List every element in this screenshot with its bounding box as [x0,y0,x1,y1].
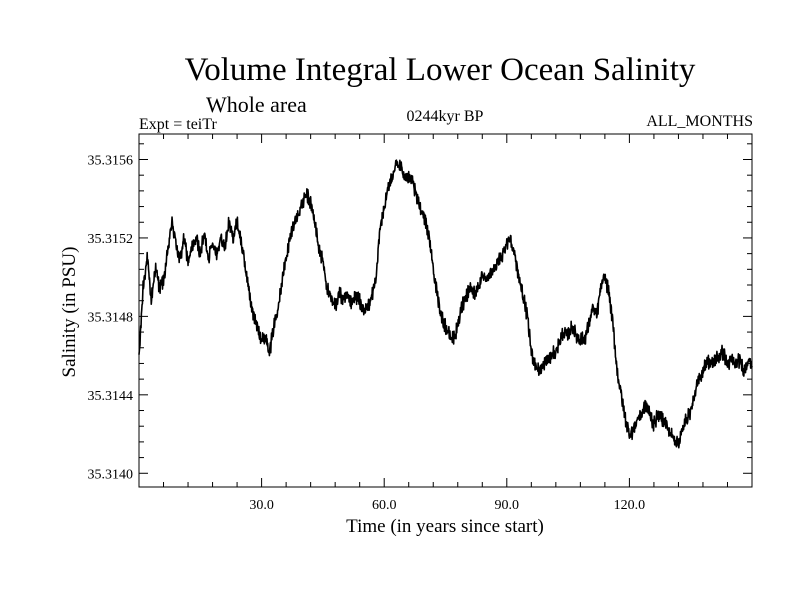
x-tick-label: 60.0 [372,498,397,513]
period-label: 0244kyr BP [406,108,484,125]
chart-title: Volume Integral Lower Ocean Salinity [184,52,696,88]
salinity-series-line [138,159,753,449]
x-axis-label: Time (in years since start) [346,516,544,537]
y-tick-label: 35.3140 [88,467,134,482]
ticks-layer [138,134,753,487]
plot-frame [138,133,753,488]
series-layer [138,159,753,449]
y-tick-label: 35.3148 [88,310,134,325]
x-tick-label: 90.0 [495,498,520,513]
x-tick-label: 120.0 [614,498,646,513]
x-tick-label: 30.0 [249,498,274,513]
y-tick-label: 35.3144 [88,389,134,404]
y-tick-label: 35.3152 [88,232,134,247]
chart-subtitle: Whole area [206,92,307,117]
experiment-label: Expt = teiTr [139,116,217,133]
months-label: ALL_MONTHS [646,113,753,130]
tick-labels-layer: 30.0 60.0 90.0 120.0 35.3140 35.3144 35.3148 35… [88,153,646,513]
y-tick-label: 35.3156 [88,153,134,168]
